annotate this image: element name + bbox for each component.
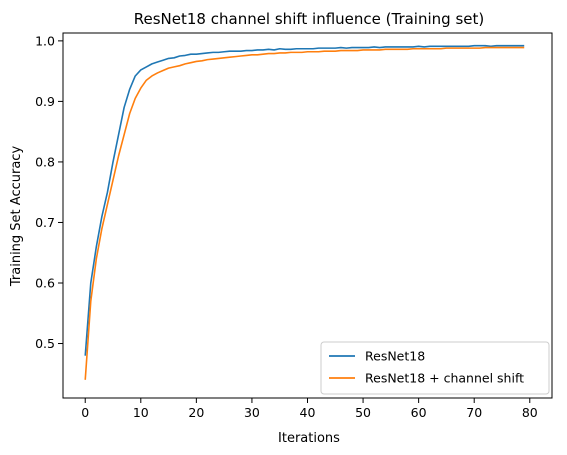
y-tick-label: 0.8 xyxy=(35,154,55,169)
y-tick-label: 0.7 xyxy=(35,215,55,230)
chart-title: ResNet18 channel shift influence (Traini… xyxy=(134,10,484,28)
x-tick-label: 80 xyxy=(522,405,538,420)
y-axis: 0.5 0.6 0.7 0.8 0.9 1.0 xyxy=(35,33,63,351)
x-tick-label: 10 xyxy=(133,405,149,420)
x-tick-label: 40 xyxy=(300,405,316,420)
x-tick-label: 70 xyxy=(466,405,482,420)
x-axis-label: Iterations xyxy=(278,431,340,446)
x-tick-label: 60 xyxy=(411,405,427,420)
x-tick-label: 0 xyxy=(81,405,89,420)
x-tick-label: 50 xyxy=(355,405,371,420)
legend-label-2: ResNet18 + channel shift xyxy=(365,371,524,386)
y-tick-label: 0.9 xyxy=(35,94,55,109)
y-tick-label: 1.0 xyxy=(35,33,55,48)
legend-label-1: ResNet18 xyxy=(365,349,425,364)
legend-box xyxy=(321,342,549,394)
y-tick-label: 0.6 xyxy=(35,275,55,290)
y-axis-label: Training Set Accuracy xyxy=(9,146,24,288)
y-tick-label: 0.5 xyxy=(35,336,55,351)
x-tick-label: 30 xyxy=(244,405,260,420)
x-tick-label: 20 xyxy=(188,405,204,420)
x-axis: 0 10 20 30 40 50 60 70 80 xyxy=(81,398,538,420)
legend: ResNet18 ResNet18 + channel shift xyxy=(321,342,549,394)
